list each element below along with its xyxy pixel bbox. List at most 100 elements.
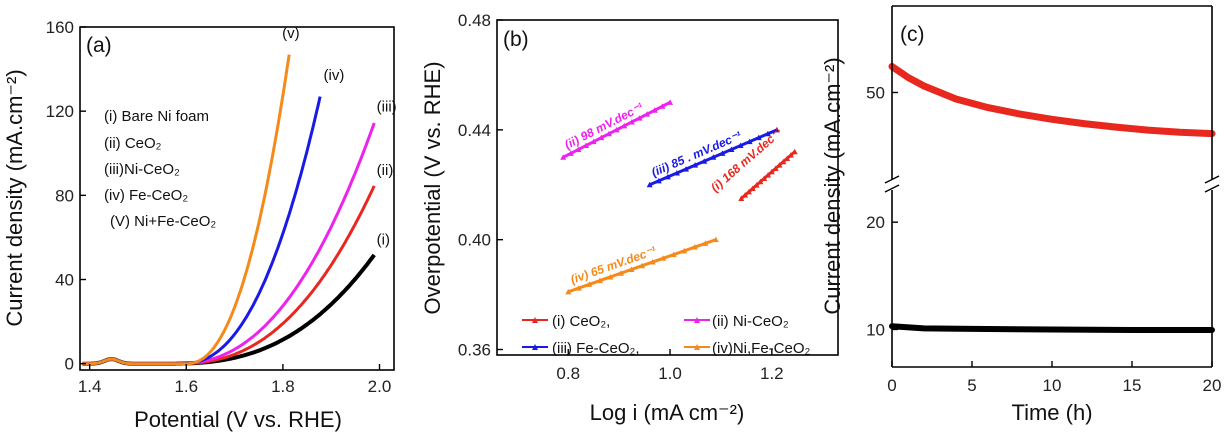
data-point — [768, 168, 775, 175]
data-point — [655, 177, 662, 184]
y-tick-label: 80 — [55, 186, 74, 205]
x-tick-label: 1.2 — [760, 364, 784, 383]
data-point — [742, 192, 749, 198]
data-point — [728, 146, 735, 152]
panel-c-xlabel: Time (h) — [1011, 400, 1092, 425]
y-tick-label: 40 — [55, 271, 74, 290]
data-point — [761, 175, 768, 181]
data-point — [617, 270, 624, 276]
data-point — [628, 266, 635, 272]
data-point — [772, 165, 779, 171]
data-point — [605, 130, 612, 137]
panel-b-series — [560, 99, 798, 295]
data-point — [598, 134, 605, 141]
data-point — [702, 240, 709, 246]
annotation-line-1: (i) Bare Ni foam — [104, 108, 209, 125]
slope-label: (ii) 98 mV.dec⁻¹ — [562, 100, 645, 152]
data-point — [787, 152, 794, 158]
data-point — [784, 155, 791, 161]
x-tick-label: 1.0 — [658, 364, 682, 383]
data-point — [583, 142, 590, 149]
data-point — [719, 150, 726, 156]
x-tick-label: 0 — [887, 376, 896, 395]
data-point — [565, 288, 572, 295]
curve-label: (iv) — [324, 67, 345, 84]
data-point — [644, 111, 651, 117]
data-point — [755, 134, 762, 141]
panel-a-ticks: 1.4 1.6 1.8 2.0 0 40 80 120 160 — [46, 18, 392, 396]
data-point — [737, 142, 744, 149]
x-tick-label: 1.4 — [78, 377, 102, 396]
panel-b-label: (b) — [503, 28, 529, 51]
data-point — [575, 285, 582, 291]
legend-entry-1: (i) CeO₂, — [552, 313, 610, 330]
data-point — [670, 251, 677, 258]
panel-b-legend: (i) CeO₂, (ii) Ni-CeO₂ (iii) Fe-CeO₂, (i… — [522, 313, 810, 357]
curve-label: (i) — [377, 231, 390, 248]
data-point — [590, 138, 597, 145]
data-point — [560, 154, 567, 160]
curve-label: (v) — [282, 25, 300, 42]
curve-label: (iii) — [377, 99, 397, 116]
legend-entry-2: (ii) Ni-CeO₂ — [712, 313, 789, 330]
legend-marker — [694, 317, 700, 323]
panel-a-label: (a) — [86, 34, 112, 57]
x-tick-label: 10 — [1043, 376, 1062, 395]
panel-b-xlabel: Log i (mA cm⁻²) — [590, 400, 745, 425]
legend-marker — [694, 344, 700, 350]
panel-a-ylabel: Current density (mA.cm⁻²) — [2, 69, 27, 326]
x-tick-label: 1.6 — [174, 377, 198, 396]
legend-marker — [532, 317, 538, 323]
x-tick-label: 1.8 — [271, 377, 295, 396]
stability-curve-10ma — [889, 323, 1215, 333]
data-point — [667, 99, 674, 105]
panel-a-curve-labels: (i) (ii) (iii) (iv) (v) — [282, 25, 397, 248]
data-point — [607, 273, 614, 280]
data-point — [712, 236, 719, 243]
data-point — [738, 195, 745, 201]
data-point — [639, 262, 646, 269]
data-point — [673, 169, 680, 176]
data-point — [681, 247, 688, 254]
annotation-line-4: (iv) Fe-CeO₂ — [104, 187, 188, 204]
data-point — [567, 150, 574, 156]
data-point — [628, 118, 635, 125]
y-tick-label: 50 — [866, 84, 885, 103]
data-point — [651, 107, 658, 113]
legend-entry-4: (iv)Ni,Fe-CeO₂ — [712, 340, 810, 357]
panel-a-frame — [79, 26, 395, 371]
annotation-line-5: (V) Ni+Fe-CeO₂ — [110, 213, 216, 230]
panel-a-xlabel: Potential (V vs. RHE) — [134, 407, 342, 432]
curve-iii — [82, 122, 376, 366]
data-point — [757, 178, 764, 185]
y-tick-label: 120 — [46, 102, 74, 121]
x-tick-label: 5 — [967, 376, 976, 395]
data-point — [691, 244, 698, 250]
data-point — [649, 259, 656, 265]
legend-entry-3: (iii) Fe-CeO₂, — [552, 340, 640, 357]
x-tick-label: 2.0 — [368, 377, 392, 396]
panel-a-annotation: (i) Bare Ni foam (ii) CeO₂ (iii)Ni-CeO₂ … — [104, 108, 216, 230]
data-point — [780, 158, 787, 165]
panel-c: 0 5 10 15 20 50 10 20 (c) Time (h) Current dens… — [820, 5, 1221, 425]
data-point — [613, 126, 620, 133]
data-point — [621, 122, 628, 129]
data-point — [586, 281, 593, 287]
y-tick-label: 0.36 — [458, 341, 491, 360]
panel-a: 1.4 1.6 1.8 2.0 0 40 80 120 160 (a) Potential (V… — [2, 18, 397, 432]
annotation-line-2: (ii) CeO₂ — [104, 135, 162, 152]
panel-b-ticks: 0.8 1.0 1.2 0.36 0.40 0.44 0.48 — [458, 11, 784, 383]
panel-b-ylabel: Overpotential (V vs. RHE) — [420, 61, 445, 314]
panel-a-series — [82, 54, 376, 366]
panel-c-ylabel: Current density (mA.cm⁻²) — [820, 57, 845, 314]
data-point — [749, 185, 756, 191]
data-point — [745, 188, 752, 195]
annotation-line-3: (iii)Ni-CeO₂ — [104, 161, 180, 178]
data-point — [753, 182, 760, 188]
panel-b-slope-labels: (i) 168 mV.dec⁻¹(ii) 98 mV.dec⁻¹(iii) 85… — [562, 100, 785, 287]
stability-curve-100ma — [888, 63, 1216, 138]
legend-marker — [532, 344, 538, 350]
y-tick-label: 160 — [46, 18, 74, 37]
data-point — [746, 138, 753, 145]
panel-c-series — [888, 63, 1216, 333]
